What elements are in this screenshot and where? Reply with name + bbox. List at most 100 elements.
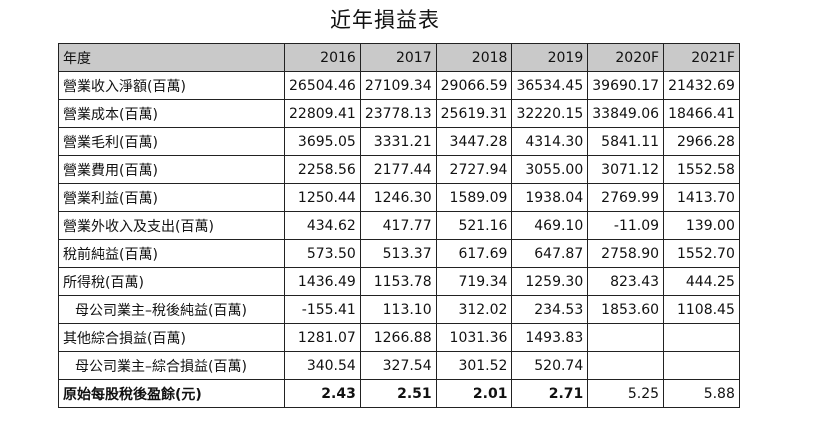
- column-header-year: 2018: [435, 43, 513, 72]
- table-cell: 39690.17: [587, 71, 665, 100]
- row-label: 稅前純益(百萬): [58, 239, 285, 268]
- table-row: 營業費用(百萬) 2258.56 2177.44 2727.94 3055.00 3071…: [58, 155, 740, 184]
- table-cell: 301.52: [435, 351, 513, 380]
- table-cell: 444.25: [663, 267, 740, 296]
- table-cell: 113.10: [359, 295, 437, 324]
- table-cell: 1259.30: [511, 267, 589, 296]
- table-cell: 417.77: [359, 211, 437, 240]
- table-cell: 29066.59: [435, 71, 513, 100]
- row-label: 其他綜合損益(百萬): [58, 323, 285, 352]
- table-cell: 18466.41: [663, 99, 740, 128]
- table-cell: [587, 323, 665, 352]
- table-cell: 1552.70: [663, 239, 740, 268]
- column-header-year: 2020F: [587, 43, 665, 72]
- table-cell: 2769.99: [587, 183, 665, 212]
- column-header-year: 2017: [359, 43, 437, 72]
- row-label: 營業毛利(百萬): [58, 127, 285, 156]
- table-cell: 26504.46: [284, 71, 361, 100]
- table-cell: 3447.28: [435, 127, 513, 156]
- table-cell: [587, 351, 665, 380]
- table-cell: 2.71: [511, 379, 589, 408]
- table-cell: 2177.44: [359, 155, 437, 184]
- table-cell: 2758.90: [587, 239, 665, 268]
- table-cell: [663, 323, 740, 352]
- table-cell: 469.10: [511, 211, 589, 240]
- table-cell: 3071.12: [587, 155, 665, 184]
- table-cell: 2727.94: [435, 155, 513, 184]
- table-row: 母公司業主–綜合損益(百萬) 340.54 327.54 301.52 520.74: [58, 351, 740, 380]
- row-label: 母公司業主–稅後純益(百萬): [58, 295, 285, 324]
- table-row: 稅前純益(百萬) 573.50 513.37 617.69 647.87 2758.90 1…: [58, 239, 740, 268]
- table-cell: 1413.70: [663, 183, 740, 212]
- column-header-year-label: 年度: [58, 43, 285, 72]
- table-cell: 340.54: [284, 351, 361, 380]
- table-cell: 1853.60: [587, 295, 665, 324]
- table-cell: 1108.45: [663, 295, 740, 324]
- table-header-row: 年度 2016 2017 2018 2019 2020F 2021F: [58, 43, 740, 72]
- table-cell: 312.02: [435, 295, 513, 324]
- column-header-year: 2021F: [663, 43, 740, 72]
- table-cell: 1266.88: [359, 323, 437, 352]
- table-cell: 32220.15: [511, 99, 589, 128]
- table-cell: -155.41: [284, 295, 361, 324]
- table-row: 營業毛利(百萬) 3695.05 3331.21 3447.28 4314.30 5841…: [58, 127, 740, 156]
- table-cell: 573.50: [284, 239, 361, 268]
- table-cell: 5.88: [663, 379, 740, 408]
- table-cell: 520.74: [511, 351, 589, 380]
- table-cell: 719.34: [435, 267, 513, 296]
- row-label: 營業利益(百萬): [58, 183, 285, 212]
- table-cell: 434.62: [284, 211, 361, 240]
- table-row: 營業成本(百萬) 22809.41 23778.13 25619.31 32220.15…: [58, 99, 740, 128]
- table-cell: 2966.28: [663, 127, 740, 156]
- row-label: 母公司業主–綜合損益(百萬): [58, 351, 285, 380]
- table-cell: 2.43: [284, 379, 361, 408]
- table-cell: 21432.69: [663, 71, 740, 100]
- income-statement-table: 年度 2016 2017 2018 2019 2020F 2021F 營業收入淨…: [58, 43, 740, 408]
- table-cell: 1250.44: [284, 183, 361, 212]
- table-cell: 1552.58: [663, 155, 740, 184]
- row-label: 營業費用(百萬): [58, 155, 285, 184]
- row-label: 營業外收入及支出(百萬): [58, 211, 285, 240]
- table-cell: 3055.00: [511, 155, 589, 184]
- table-cell: 139.00: [663, 211, 740, 240]
- table-cell: 1281.07: [284, 323, 361, 352]
- table-cell: 1153.78: [359, 267, 437, 296]
- table-cell: 1938.04: [511, 183, 589, 212]
- row-label: 所得稅(百萬): [58, 267, 285, 296]
- table-cell: 521.16: [435, 211, 513, 240]
- table-cell: 647.87: [511, 239, 589, 268]
- table-cell: 617.69: [435, 239, 513, 268]
- table-cell: 1589.09: [435, 183, 513, 212]
- table-cell: 2.01: [435, 379, 513, 408]
- table-cell: 3695.05: [284, 127, 361, 156]
- table-cell: 23778.13: [359, 99, 437, 128]
- table-row: 營業外收入及支出(百萬) 434.62 417.77 521.16 469.10 -11.…: [58, 211, 740, 240]
- table-cell: 327.54: [359, 351, 437, 380]
- table-row: 所得稅(百萬) 1436.49 1153.78 719.34 1259.30 823.43…: [58, 267, 740, 296]
- column-header-year: 2019: [511, 43, 589, 72]
- table-cell: 513.37: [359, 239, 437, 268]
- table-cell: -11.09: [587, 211, 665, 240]
- table-row: 營業收入淨額(百萬) 26504.46 27109.34 29066.59 36534.…: [58, 71, 740, 100]
- table-row: 其他綜合損益(百萬) 1281.07 1266.88 1031.36 1493.83: [58, 323, 740, 352]
- table-cell: 4314.30: [511, 127, 589, 156]
- table-cell: 1031.36: [435, 323, 513, 352]
- table-cell: 27109.34: [359, 71, 437, 100]
- row-label: 營業成本(百萬): [58, 99, 285, 128]
- table-body: 營業收入淨額(百萬) 26504.46 27109.34 29066.59 36534.…: [58, 71, 740, 408]
- row-label: 營業收入淨額(百萬): [58, 71, 285, 100]
- table-cell: 5841.11: [587, 127, 665, 156]
- table-cell: 5.25: [587, 379, 665, 408]
- table-cell: 33849.06: [587, 99, 665, 128]
- table-cell: 1493.83: [511, 323, 589, 352]
- table-cell: 1436.49: [284, 267, 361, 296]
- table-cell: 3331.21: [359, 127, 437, 156]
- table-cell: 823.43: [587, 267, 665, 296]
- table-cell: 2258.56: [284, 155, 361, 184]
- row-label: 原始每股稅後盈餘(元): [58, 379, 285, 408]
- table-cell: 36534.45: [511, 71, 589, 100]
- column-header-year: 2016: [284, 43, 361, 72]
- table-row: 營業利益(百萬) 1250.44 1246.30 1589.09 1938.04 2769…: [58, 183, 740, 212]
- table-cell: 22809.41: [284, 99, 361, 128]
- table-cell: 234.53: [511, 295, 589, 324]
